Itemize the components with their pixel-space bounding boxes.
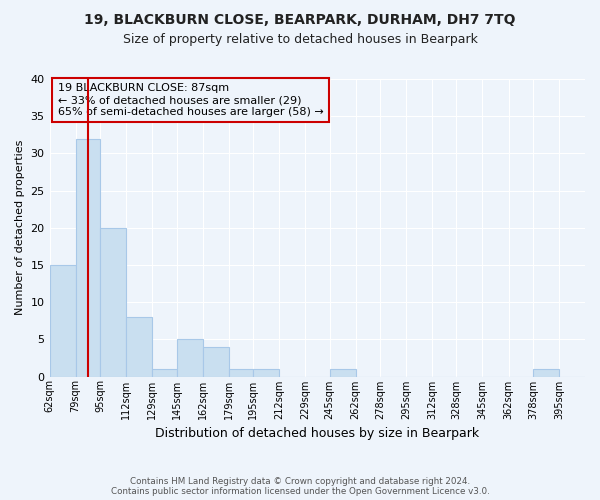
Bar bbox=[152, 369, 176, 376]
Bar bbox=[253, 369, 279, 376]
Bar bbox=[329, 369, 356, 376]
X-axis label: Distribution of detached houses by size in Bearpark: Distribution of detached houses by size … bbox=[155, 427, 479, 440]
Text: 19, BLACKBURN CLOSE, BEARPARK, DURHAM, DH7 7TQ: 19, BLACKBURN CLOSE, BEARPARK, DURHAM, D… bbox=[84, 12, 516, 26]
Text: Contains HM Land Registry data © Crown copyright and database right 2024.: Contains HM Land Registry data © Crown c… bbox=[130, 477, 470, 486]
Bar bbox=[100, 228, 126, 376]
Text: Contains public sector information licensed under the Open Government Licence v3: Contains public sector information licen… bbox=[110, 487, 490, 496]
Bar bbox=[176, 340, 203, 376]
Bar bbox=[50, 265, 76, 376]
Bar bbox=[203, 347, 229, 376]
Bar bbox=[76, 138, 100, 376]
Text: Size of property relative to detached houses in Bearpark: Size of property relative to detached ho… bbox=[122, 32, 478, 46]
Bar bbox=[533, 369, 559, 376]
Bar bbox=[126, 317, 152, 376]
Bar bbox=[229, 369, 253, 376]
Y-axis label: Number of detached properties: Number of detached properties bbox=[15, 140, 25, 316]
Text: 19 BLACKBURN CLOSE: 87sqm
← 33% of detached houses are smaller (29)
65% of semi-: 19 BLACKBURN CLOSE: 87sqm ← 33% of detac… bbox=[58, 84, 323, 116]
